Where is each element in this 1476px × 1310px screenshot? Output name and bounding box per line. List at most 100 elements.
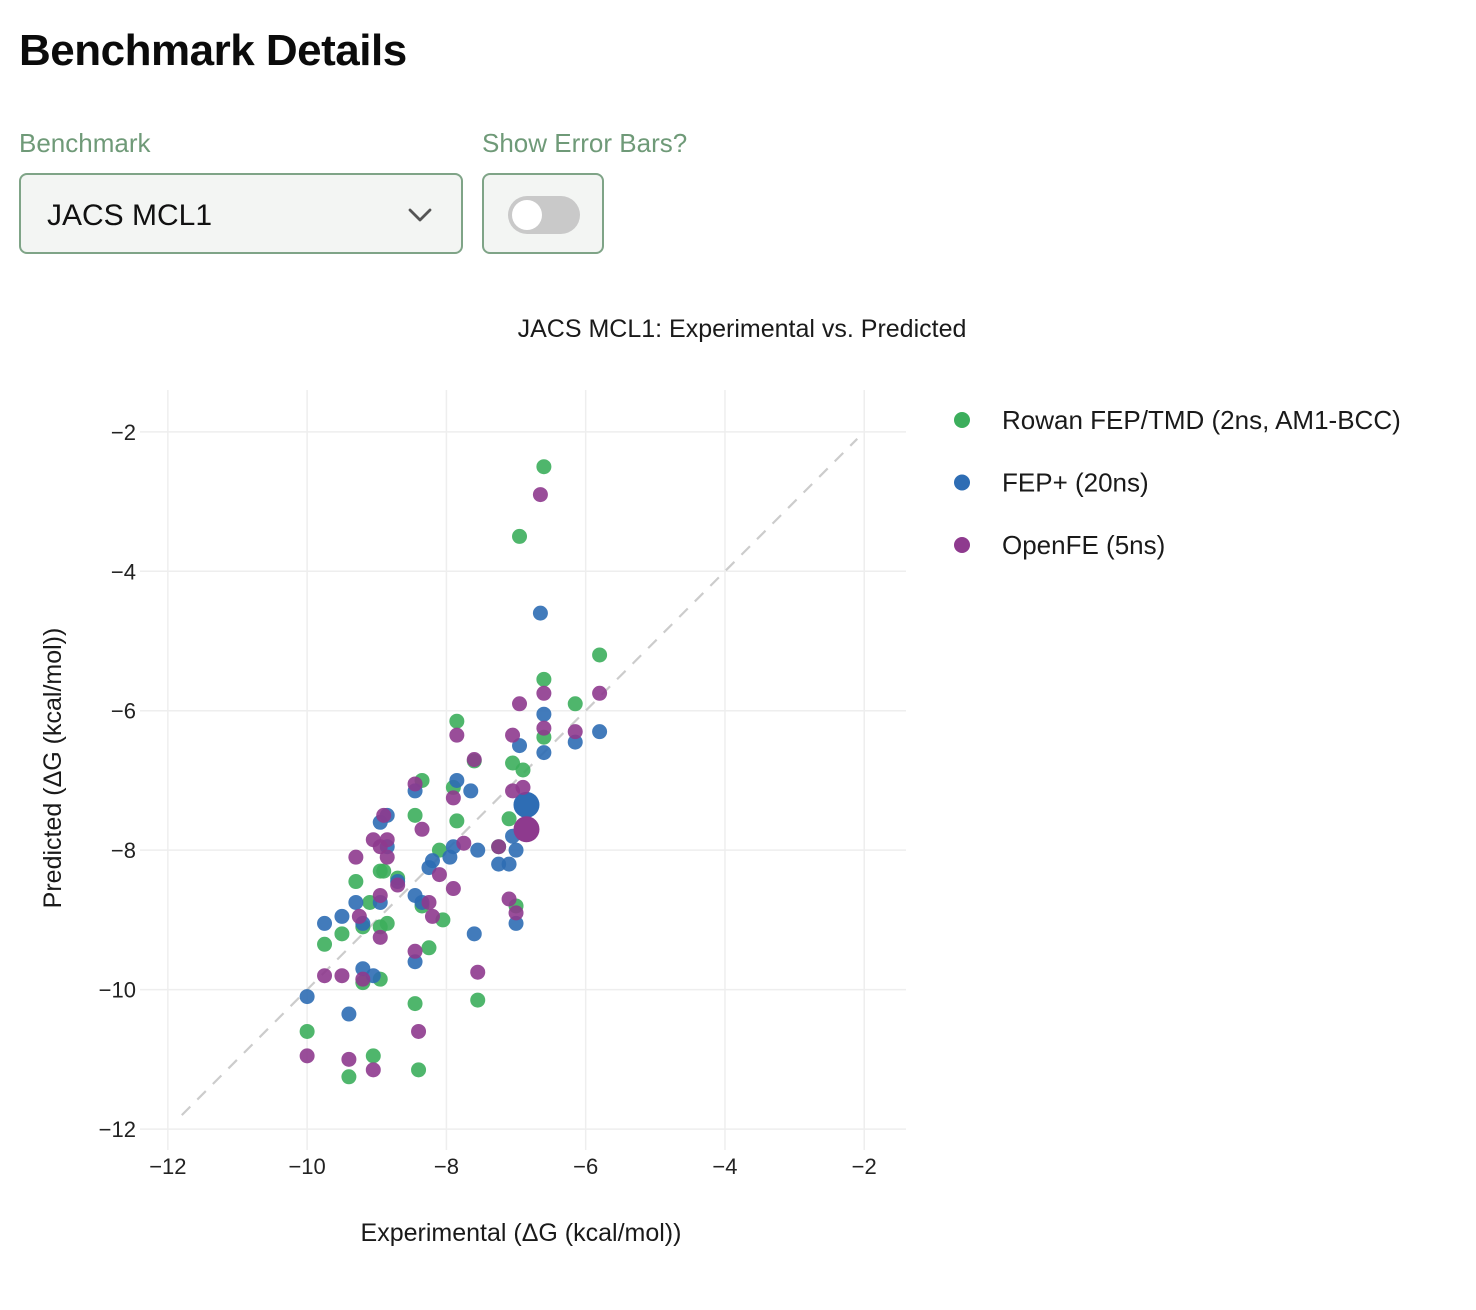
point-openfe-5ns: [411, 1023, 427, 1039]
point-openfe-5ns: [515, 779, 531, 795]
x-tick-label: −12: [149, 1154, 186, 1179]
chart-points: [299, 459, 608, 1085]
legend-label-openfe-5ns[interactable]: OpenFE (5ns): [1002, 530, 1165, 560]
point-fep-20ns: [449, 772, 465, 788]
point-fep-20ns: [501, 856, 517, 872]
point-rowan-fep-tmd-2ns-am1-bcc: [512, 528, 528, 544]
point-rowan-fep-tmd-2ns-am1-bcc: [376, 863, 392, 879]
point-openfe-5ns: [470, 964, 486, 980]
point-openfe-5ns: [379, 849, 395, 865]
point-openfe-5ns: [414, 821, 430, 837]
point-rowan-fep-tmd-2ns-am1-bcc: [411, 1062, 427, 1078]
point-rowan-fep-tmd-2ns-am1-bcc: [407, 807, 423, 823]
benchmark-label: Benchmark: [19, 128, 151, 158]
benchmark-select-value: JACS MCL1: [47, 199, 213, 232]
y-tick-label: −6: [111, 699, 136, 724]
legend-label-fep-20ns[interactable]: FEP+ (20ns): [1002, 468, 1149, 498]
point-rowan-fep-tmd-2ns-am1-bcc: [449, 713, 465, 729]
point-openfe-5ns: [536, 720, 552, 736]
chart-grid: [140, 390, 906, 1150]
point-openfe-5ns: [372, 888, 388, 904]
point-openfe-5ns: [431, 867, 447, 883]
point-openfe-5ns: [421, 894, 437, 910]
error-bars-toggle-container: [482, 173, 604, 254]
axis-ticks: −12 −10 −8 −6 −4 −2 −2 −4 −6 −8 −10 −12: [99, 420, 877, 1179]
point-rowan-fep-tmd-2ns-am1-bcc: [299, 1023, 315, 1039]
point-openfe-5ns: [491, 839, 507, 855]
point-openfe-5ns: [317, 968, 333, 984]
point-openfe-5ns: [407, 776, 423, 792]
point-openfe-5ns: [532, 487, 548, 503]
point-rowan-fep-tmd-2ns-am1-bcc: [567, 696, 583, 712]
y-tick-label: −8: [111, 838, 136, 863]
point-fep-20ns: [341, 1006, 357, 1022]
point-fep-20ns: [491, 856, 507, 872]
point-rowan-fep-tmd-2ns-am1-bcc: [501, 811, 517, 827]
point-openfe-5ns: [424, 908, 440, 924]
point-fep-20ns: [532, 605, 548, 621]
point-rowan-fep-tmd-2ns-am1-bcc: [334, 926, 350, 942]
point-fep-20ns: [299, 989, 315, 1005]
point-openfe-5ns: [348, 849, 364, 865]
point-fep-20ns: [317, 915, 333, 931]
point-rowan-fep-tmd-2ns-am1-bcc: [470, 992, 486, 1008]
mean-point-openfe-5ns: [513, 816, 540, 843]
point-fep-20ns: [442, 849, 458, 865]
point-openfe-5ns: [592, 685, 608, 701]
point-openfe-5ns: [341, 1051, 357, 1067]
point-fep-20ns: [348, 894, 364, 910]
chart-legend: Rowan FEP/TMD (2ns, AM1-BCC) FEP+ (20ns) O…: [954, 405, 1401, 560]
point-fep-20ns: [407, 954, 423, 970]
identity-line: [181, 438, 859, 1116]
x-tick-label: −10: [288, 1154, 325, 1179]
point-rowan-fep-tmd-2ns-am1-bcc: [379, 915, 395, 931]
y-tick-label: −10: [99, 978, 136, 1003]
point-openfe-5ns: [567, 724, 583, 740]
legend-marker-rowan-fep-tmd-2ns-am1-bcc: [954, 412, 970, 428]
point-openfe-5ns: [501, 891, 517, 907]
chevron-down-icon: [407, 205, 433, 230]
x-tick-label: −8: [434, 1154, 459, 1179]
x-axis-title: Experimental (ΔG (kcal/mol)): [361, 1219, 682, 1247]
point-fep-20ns: [463, 783, 479, 799]
chart-title: JACS MCL1: Experimental vs. Predicted: [518, 315, 967, 343]
point-fep-20ns: [466, 926, 482, 942]
point-rowan-fep-tmd-2ns-am1-bcc: [341, 1069, 357, 1085]
x-tick-label: −4: [712, 1154, 737, 1179]
page-title: Benchmark Details: [19, 26, 407, 75]
mean-point-fep-20ns: [513, 791, 540, 818]
y-tick-label: −12: [99, 1117, 136, 1142]
benchmark-select[interactable]: JACS MCL1: [19, 173, 463, 254]
error-bars-toggle[interactable]: [508, 196, 580, 234]
point-openfe-5ns: [407, 943, 423, 959]
point-openfe-5ns: [372, 929, 388, 945]
point-openfe-5ns: [299, 1048, 315, 1064]
point-fep-20ns: [536, 706, 552, 722]
point-openfe-5ns: [456, 835, 472, 851]
point-openfe-5ns: [466, 752, 482, 768]
error-bars-label: Show Error Bars?: [482, 128, 688, 158]
point-rowan-fep-tmd-2ns-am1-bcc: [421, 940, 437, 956]
point-openfe-5ns: [445, 881, 461, 897]
point-openfe-5ns: [449, 727, 465, 743]
point-fep-20ns: [334, 908, 350, 924]
x-tick-label: −6: [573, 1154, 598, 1179]
point-openfe-5ns: [376, 807, 392, 823]
point-fep-20ns: [508, 915, 524, 931]
point-fep-20ns: [536, 745, 552, 761]
y-tick-label: −4: [111, 559, 136, 584]
point-openfe-5ns: [512, 696, 528, 712]
legend-label-rowan-fep-tmd-2ns-am1-bcc[interactable]: Rowan FEP/TMD (2ns, AM1-BCC): [1002, 405, 1401, 435]
point-rowan-fep-tmd-2ns-am1-bcc: [365, 1048, 381, 1064]
legend-marker-openfe-5ns: [954, 537, 970, 553]
point-openfe-5ns: [351, 908, 367, 924]
point-openfe-5ns: [365, 1062, 381, 1078]
point-rowan-fep-tmd-2ns-am1-bcc: [536, 671, 552, 687]
y-tick-label: −2: [111, 420, 136, 445]
point-rowan-fep-tmd-2ns-am1-bcc: [515, 762, 531, 778]
x-tick-label: −2: [852, 1154, 877, 1179]
point-rowan-fep-tmd-2ns-am1-bcc: [536, 459, 552, 475]
point-fep-20ns: [470, 842, 486, 858]
point-rowan-fep-tmd-2ns-am1-bcc: [348, 874, 364, 890]
point-fep-20ns: [592, 724, 608, 740]
